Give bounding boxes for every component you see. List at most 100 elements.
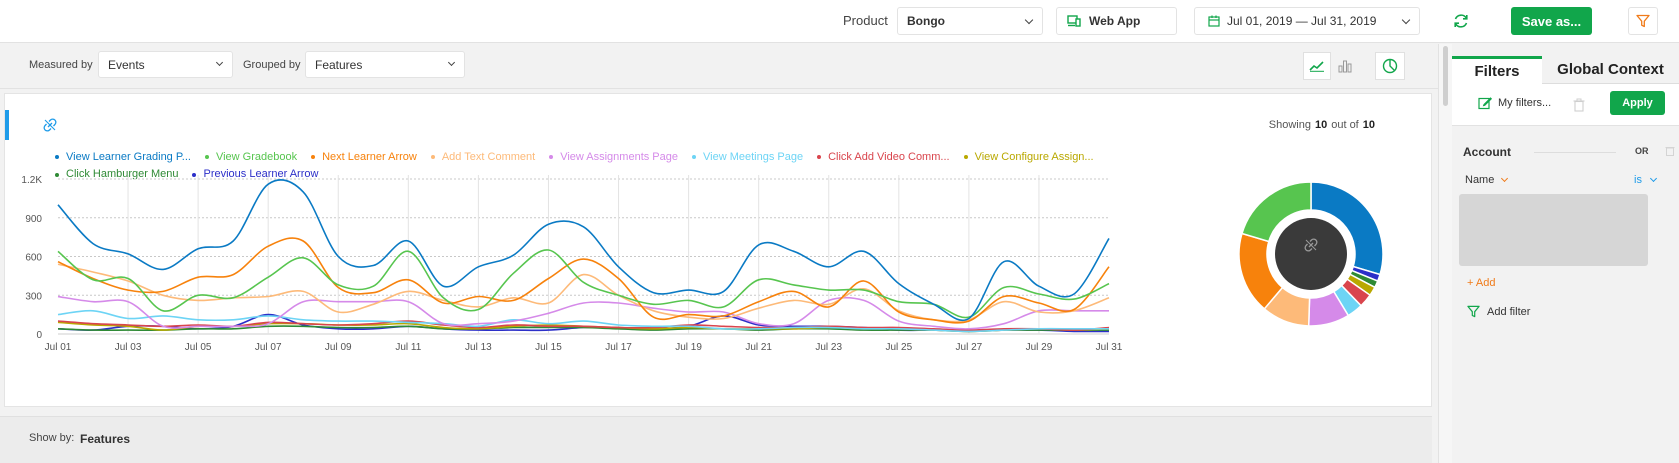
trash-icon[interactable] (1665, 145, 1675, 156)
y-tick-label: 300 (25, 291, 42, 302)
add-value-link[interactable]: + Add (1467, 277, 1496, 289)
line-chart-icon (1309, 61, 1324, 72)
x-tick-label: Jul 23 (815, 342, 842, 353)
x-tick-label: Jul 27 (956, 342, 983, 353)
legend-item[interactable]: View Gradebook (204, 149, 297, 166)
refresh-button[interactable] (1446, 7, 1476, 35)
measured-by-select[interactable]: Events (98, 51, 233, 78)
legend-label: Previous Learner Arrow (203, 168, 319, 180)
legend-item[interactable]: View Learner Grading P... (55, 149, 191, 166)
main-scrollbar[interactable] (1438, 44, 1452, 463)
show-by-value[interactable]: Features (80, 432, 131, 446)
chevron-down-icon (1401, 15, 1411, 25)
legend-dot (55, 155, 59, 159)
series-line (57, 179, 1110, 321)
chart-card: Showing 10 out of 10 View Learner Grading P… (4, 93, 1432, 407)
legend-dot (55, 172, 59, 177)
devices-icon (1067, 15, 1081, 27)
date-range-select[interactable]: Jul 01, 2019 — Jul 31, 2019 (1194, 7, 1420, 35)
x-tick-label: Jul 03 (115, 342, 142, 353)
chart-type-toggle (1303, 52, 1359, 80)
grouped-by-select[interactable]: Features (305, 51, 465, 78)
y-tick-label: 0 (36, 330, 42, 341)
donut-toggle-button[interactable] (1375, 52, 1405, 80)
chevron-down-icon (1501, 174, 1509, 183)
chart-grid (58, 175, 1109, 335)
my-filters-button[interactable]: My filters... (1478, 96, 1551, 110)
series-line (57, 295, 1109, 330)
chevron-down-icon (1024, 15, 1034, 25)
unlink-icon[interactable] (43, 118, 57, 132)
product-label: Product (843, 13, 888, 28)
series-line (57, 309, 1109, 333)
save-as-button[interactable]: Save as... (1511, 7, 1592, 35)
product-select-value: Bongo (907, 14, 945, 28)
legend-label: View Assignments Page (560, 150, 678, 163)
legend-dot (311, 155, 316, 159)
legend-item[interactable]: Next Learner Arrow (311, 149, 417, 166)
legend-label: Click Add Video Comm... (828, 150, 950, 163)
legend-dot (817, 155, 822, 159)
chevron-down-icon (215, 58, 224, 67)
legend-item[interactable]: View Configure Assign... (963, 149, 1094, 166)
legend-item[interactable]: Previous Learner Arrow (192, 166, 318, 183)
legend-label: View Learner Grading P... (66, 150, 191, 163)
legend-dot (549, 155, 554, 159)
tab-global-context[interactable]: Global Context (1542, 56, 1679, 84)
legend-item[interactable]: View Assignments Page (549, 149, 678, 166)
add-filter-label: Add filter (1487, 305, 1531, 318)
chevron-down-icon (1649, 174, 1658, 183)
x-tick-label: Jul 11 (395, 342, 421, 353)
product-select[interactable]: Bongo (897, 7, 1043, 35)
my-filters-label: My filters... (1498, 97, 1552, 109)
filter-value-box[interactable] (1459, 194, 1648, 266)
donut-chart (1238, 181, 1384, 327)
x-tick-label: Jul 21 (745, 342, 772, 353)
x-tick-label: Jul 31 (1096, 342, 1123, 353)
x-tick-label: Jul 09 (325, 342, 352, 353)
pie-chart-icon (1382, 58, 1398, 74)
x-tick-label: Jul 05 (185, 342, 212, 353)
trash-icon[interactable] (1573, 98, 1585, 112)
add-filter-button[interactable]: Add filter (1467, 305, 1530, 318)
show-by-bar: Show by: Features (0, 416, 1432, 463)
legend-label: View Configure Assign... (974, 150, 1094, 163)
grouped-by-value: Features (315, 57, 363, 72)
showing-count: Showing 10 out of 10 (1269, 119, 1379, 131)
app-select[interactable]: Web App (1056, 7, 1177, 35)
series-lines (57, 179, 1110, 333)
legend-item[interactable]: Click Hamburger Menu (55, 166, 178, 183)
series-line (57, 249, 1110, 319)
legend-dot (963, 155, 968, 159)
bar-chart-button[interactable] (1331, 52, 1359, 80)
show-by-label: Show by: (29, 432, 75, 444)
measured-by-value: Events (108, 57, 145, 72)
x-axis-ticks: Jul 01 Jul 03 Jul 05 Jul 07 Jul 09 Jul 11 Jul … (45, 342, 1123, 353)
bar-chart-icon (1338, 60, 1352, 72)
y-tick-label: 900 (25, 214, 42, 225)
donut-center (1275, 218, 1347, 290)
legend-item[interactable]: Add Text Comment (430, 149, 536, 166)
x-tick-label: Jul 25 (885, 342, 912, 353)
grouped-by-label: Grouped by (243, 59, 301, 71)
apply-button[interactable]: Apply (1610, 91, 1665, 115)
y-tick-label: 1.2K (21, 175, 42, 186)
scrollbar-thumb[interactable] (1443, 46, 1448, 106)
line-chart-button[interactable] (1303, 52, 1331, 80)
filter-toggle-button[interactable] (1628, 7, 1658, 35)
legend-item[interactable]: Click Add Video Comm... (817, 149, 950, 166)
or-label[interactable]: OR (1635, 146, 1649, 156)
field-name-select[interactable]: Name (1465, 174, 1509, 186)
legend-label: Add Text Comment (441, 150, 536, 163)
date-range-value: Jul 01, 2019 — Jul 31, 2019 (1227, 14, 1377, 28)
tab-filters[interactable]: Filters (1452, 56, 1542, 84)
series-line (57, 237, 1110, 324)
legend-item[interactable]: View Meetings Page (692, 149, 803, 166)
legend-dot (692, 155, 696, 159)
operator-select[interactable]: is (1634, 174, 1658, 186)
showing-value: 10 (1314, 119, 1328, 131)
filters-panel: Filters Global Context My filters... App… (1452, 44, 1679, 463)
y-axis-ticks: 0 300 600 900 1.2K (21, 175, 42, 341)
account-label: Account (1463, 145, 1511, 159)
